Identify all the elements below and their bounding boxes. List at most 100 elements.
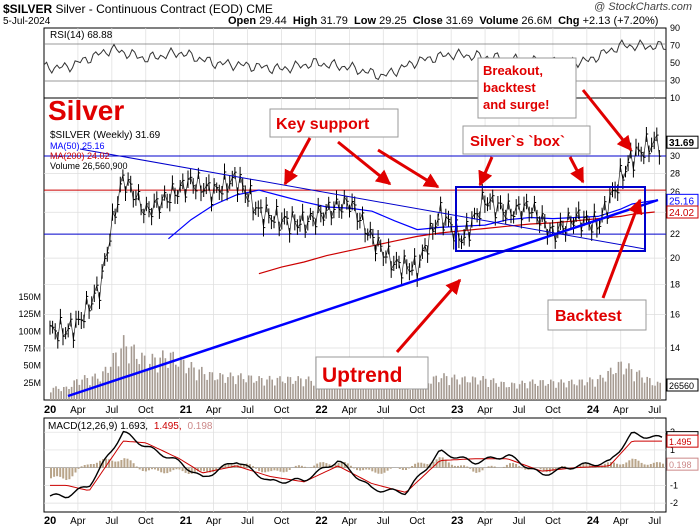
volume-bar bbox=[539, 380, 542, 400]
macd-hist-bar bbox=[117, 461, 120, 468]
macd-hist-bar bbox=[411, 466, 414, 468]
macd-hist-bar bbox=[524, 467, 527, 470]
rsi-legend: RSI(14) 68.88 bbox=[50, 30, 113, 41]
volume-bar bbox=[568, 381, 570, 400]
volume-tick-label: 125M bbox=[18, 309, 41, 319]
volume-bar bbox=[651, 385, 654, 400]
volume-bar bbox=[367, 379, 370, 400]
volume-bar bbox=[625, 368, 628, 400]
volume-bar bbox=[547, 384, 549, 400]
low-label: Low bbox=[354, 15, 377, 27]
x-tick-label: Jul bbox=[105, 516, 118, 527]
macd-badge-label: 0.198 bbox=[669, 460, 692, 470]
volume-bar bbox=[617, 361, 620, 400]
macd-hist-bar bbox=[389, 467, 392, 469]
x-axis-labels-top: 20 Apr Jul Oct 21 Apr Jul Oct 22 Apr Jul Oct 23 Apr Ju… bbox=[44, 404, 661, 416]
x-tick-label: Oct bbox=[274, 405, 290, 416]
macd-hist-bar bbox=[493, 466, 496, 468]
x-tick-label: Oct bbox=[138, 516, 154, 527]
volume-bar bbox=[583, 385, 586, 400]
macd-hist-bar bbox=[319, 462, 322, 468]
volume-bar bbox=[524, 383, 526, 400]
macd-hist-bar bbox=[423, 463, 426, 468]
volume-bar bbox=[557, 382, 560, 400]
macd-hist-bar bbox=[99, 460, 101, 468]
macd-hist-bar bbox=[466, 466, 469, 468]
x-tick-label: Jul bbox=[513, 516, 526, 527]
volume-bar bbox=[622, 374, 625, 400]
macd-hist-bar bbox=[74, 467, 77, 473]
volume-bar bbox=[289, 377, 292, 400]
x-tick-label: Jul bbox=[241, 405, 254, 416]
volume-bar bbox=[323, 384, 325, 400]
macd-badge bbox=[666, 457, 699, 471]
arrow-uptrend bbox=[395, 278, 462, 353]
arrow-box-2 bbox=[568, 156, 585, 184]
macd-hist-bar bbox=[539, 467, 542, 470]
x-tick-label: Apr bbox=[477, 516, 493, 527]
volume-legend: Volume 26,560,900 bbox=[50, 161, 128, 171]
macd-legend-signal: 1.495, bbox=[154, 421, 182, 432]
rsi-axis-ticks: 90 70 50 30 10 bbox=[670, 23, 680, 103]
volume-bar bbox=[81, 379, 83, 400]
volume-bar bbox=[242, 379, 245, 400]
volume-bar bbox=[300, 378, 302, 400]
macd-hist-bar bbox=[646, 464, 649, 468]
change-value: +2.13 (+7.20%) bbox=[582, 15, 659, 27]
macd-hist-bar bbox=[374, 467, 377, 473]
volume-bar bbox=[448, 385, 451, 400]
macd-hist-bar bbox=[279, 467, 282, 472]
volume-bar bbox=[320, 384, 323, 400]
volume-bar bbox=[143, 355, 146, 400]
macd-hist-bar bbox=[405, 467, 407, 470]
macd-hist-bar bbox=[359, 467, 362, 471]
macd-hist-bar bbox=[157, 467, 160, 471]
x-tick-label: Jul bbox=[377, 405, 390, 416]
volume-bar bbox=[401, 386, 404, 400]
volume-bar bbox=[240, 373, 242, 400]
volume-bar bbox=[469, 382, 471, 400]
volume-bar bbox=[586, 382, 589, 400]
volume-bar bbox=[599, 374, 602, 400]
x-tick-label: 22 bbox=[315, 404, 327, 416]
macd-hist-bar bbox=[196, 467, 199, 472]
volume-bar bbox=[310, 380, 312, 400]
macd-hist-bar bbox=[542, 467, 545, 472]
x-tick-label: Oct bbox=[138, 405, 154, 416]
macd-hist-bar bbox=[558, 467, 560, 468]
x-tick-label: Jul bbox=[377, 516, 390, 527]
volume-bar bbox=[484, 378, 487, 400]
macd-hist-bar bbox=[144, 467, 147, 472]
price-tick-label: 16 bbox=[670, 309, 680, 319]
volume-axis-ticks: 150M 125M 100M 75M 50M 25M bbox=[18, 292, 41, 388]
x-tick-label: Oct bbox=[545, 405, 561, 416]
volume-bar bbox=[221, 374, 224, 400]
volume-bar bbox=[471, 376, 474, 400]
volume-bar bbox=[425, 379, 427, 400]
macd-hist-bar bbox=[316, 463, 319, 468]
volume-bar bbox=[495, 383, 497, 400]
volume-bar bbox=[362, 382, 365, 400]
volume-bar bbox=[60, 391, 62, 400]
volume-bar bbox=[497, 386, 500, 400]
stockcharts-credit: @ StockCharts.com bbox=[594, 1, 692, 13]
rsi-tick-label: 10 bbox=[670, 93, 680, 103]
volume-bar bbox=[307, 376, 310, 400]
volume-bar bbox=[531, 379, 534, 400]
macd-hist-bar bbox=[478, 467, 481, 473]
volume-bar bbox=[83, 375, 86, 400]
volume-bar bbox=[372, 382, 375, 400]
volume-bar bbox=[526, 388, 529, 400]
volume-bar bbox=[492, 378, 495, 400]
macd-hist-bar bbox=[135, 466, 138, 468]
volume-bar bbox=[461, 377, 464, 400]
macd-hist-bar bbox=[71, 467, 74, 477]
macd-hist-bar bbox=[230, 464, 233, 468]
macd-hist-bar bbox=[588, 464, 591, 468]
volume-bar bbox=[195, 380, 198, 400]
volume-bar bbox=[271, 379, 273, 400]
volume-bar bbox=[55, 386, 57, 400]
volume-bar bbox=[565, 387, 568, 400]
macd-hist-bar bbox=[50, 467, 52, 479]
volume-bar bbox=[141, 352, 143, 400]
